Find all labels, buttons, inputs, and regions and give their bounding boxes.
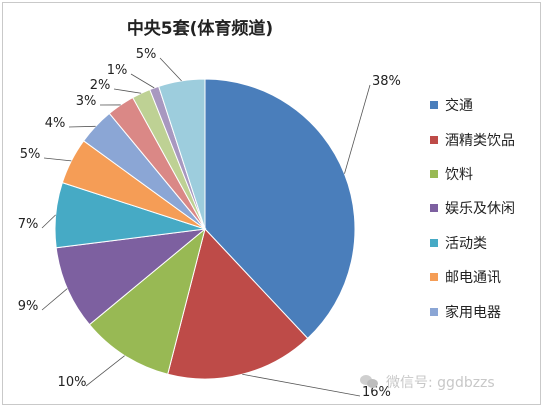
data-label: 10% [58,375,87,390]
legend-label: 饮料 [445,166,473,183]
legend-swatch [430,135,438,144]
leader-line [113,88,142,94]
data-label: 1% [107,63,128,78]
legend-swatch [430,307,438,316]
data-label: 38% [372,74,401,89]
data-label: 5% [20,147,41,162]
leader-line [41,288,68,311]
legend-label: 酒精类饮品 [445,132,515,149]
pie-slice [55,228,207,326]
legend-item: 酒精类饮品 [430,122,542,156]
pie-slice [158,78,206,230]
legend-item: 交通 [430,88,542,122]
data-label: 9% [18,299,39,314]
legend-label: 家用电器 [445,304,501,321]
leader-line [344,84,371,174]
legend-item: 饮料 [430,157,542,191]
data-label: 2% [90,78,111,93]
legend-item: 邮电通讯 [430,260,542,294]
legend-label: 娱乐及休闲 [445,201,515,218]
data-label: 7% [18,217,39,232]
watermark: 微信号: ggdbzzs [360,372,495,392]
data-label: 5% [136,47,157,62]
legend-label: 交通 [445,98,473,115]
leader-line [130,73,155,89]
chart-title: 中央5套(体育频道) [126,19,274,39]
leader-line [159,57,182,82]
chart-legend: 交通酒精类饮品饮料娱乐及休闲活动类邮电通讯家用电器 [430,88,542,329]
data-label: 3% [76,94,97,109]
leader-line [68,125,96,128]
watermark-text: 微信号: ggdbzzs [386,375,495,391]
legend-label: 活动类 [445,235,487,252]
legend-swatch [430,101,438,110]
legend-swatch [430,169,438,178]
legend-swatch [430,273,438,282]
legend-item: 娱乐及休闲 [430,191,542,225]
leader-line [43,157,72,162]
data-label: 4% [45,116,66,131]
pie-slice [167,227,309,380]
legend-swatch [430,204,438,213]
legend-label: 邮电通讯 [445,270,501,287]
pie-slice [88,227,206,375]
leader-line [41,214,56,229]
wechat-icon [360,374,380,390]
leader-line [242,373,361,397]
legend-item: 家用电器 [430,294,542,328]
pie-slice [204,78,356,340]
data-label: 16% [362,385,391,400]
legend-item: 活动类 [430,226,542,260]
legend-swatch [430,238,438,247]
leader-line [85,355,125,387]
